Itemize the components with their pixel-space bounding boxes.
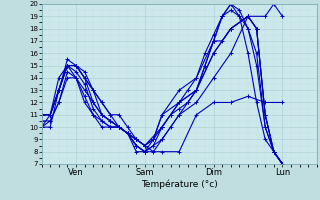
X-axis label: Température (°c): Température (°c) (141, 180, 218, 189)
